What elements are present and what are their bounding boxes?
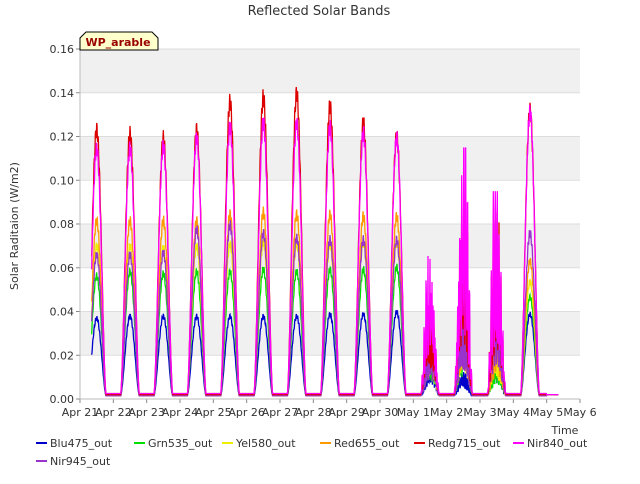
chart-title: Reflected Solar Bands: [248, 4, 391, 19]
x-tick-label: Apr 29: [328, 406, 365, 419]
legend-label: Redg715_out: [428, 437, 501, 450]
plot-band: [80, 136, 580, 181]
y-tick-label: 0.08: [50, 218, 75, 231]
x-tick-label: Apr 22: [95, 406, 132, 419]
y-axis-ticks: 0.00 0.02 0.04 0.06 0.08 0.10 0.12 0.14 0.16: [50, 43, 80, 406]
series-line-nir945-out: [91, 220, 559, 397]
x-axis-label: Time: [551, 424, 579, 437]
y-tick-label: 0.06: [50, 262, 75, 275]
x-tick-label: May 3: [463, 406, 496, 419]
x-tick-label: Apr 26: [228, 406, 265, 419]
badge-label: WP_arable: [85, 36, 150, 49]
x-tick-label: Apr 24: [162, 406, 199, 419]
badge-box: [79, 31, 159, 51]
y-tick-label: 0.16: [50, 43, 75, 56]
legend-label: Yel580_out: [235, 437, 296, 450]
plot-band: [80, 267, 580, 312]
x-tick-label: Apr 27: [262, 406, 299, 419]
x-tick-label: May 1: [397, 406, 430, 419]
legend-label: Red655_out: [334, 437, 400, 450]
x-tick-label: May 6: [563, 406, 596, 419]
series-line-nir840-out: [91, 104, 559, 396]
plot-band: [80, 311, 580, 356]
y-tick-label: 0.02: [50, 349, 75, 362]
station-badge: WP_arable: [79, 31, 159, 51]
plot-band: [80, 49, 580, 93]
x-tick-label: Apr 28: [295, 406, 332, 419]
series-lines: [91, 86, 559, 398]
legend-label: Nir840_out: [527, 437, 588, 450]
x-tick-label: Apr 23: [128, 406, 165, 419]
legend-label: Grn535_out: [148, 437, 213, 450]
y-tick-label: 0.14: [50, 87, 75, 100]
x-tick-label: May 4: [497, 406, 530, 419]
y-tick-label: 0.04: [50, 306, 75, 319]
x-tick-label: May 5: [530, 406, 563, 419]
y-tick-label: 0.12: [50, 131, 75, 144]
y-tick-label: 0.10: [50, 174, 75, 187]
x-tick-label: Apr 25: [195, 406, 232, 419]
x-tick-label: Apr 21: [62, 406, 99, 419]
legend: Blu475_out Grn535_out Yel580_out Red655_out…: [36, 437, 588, 468]
legend-label: Blu475_out: [50, 437, 113, 450]
y-axis-label: Solar Raditaion (W/m2): [8, 162, 21, 290]
legend-label: Nir945_out: [50, 455, 111, 468]
y-tick-label: 0.00: [50, 393, 75, 406]
x-tick-label: Apr 30: [362, 406, 399, 419]
x-tick-label: May 2: [430, 406, 463, 419]
